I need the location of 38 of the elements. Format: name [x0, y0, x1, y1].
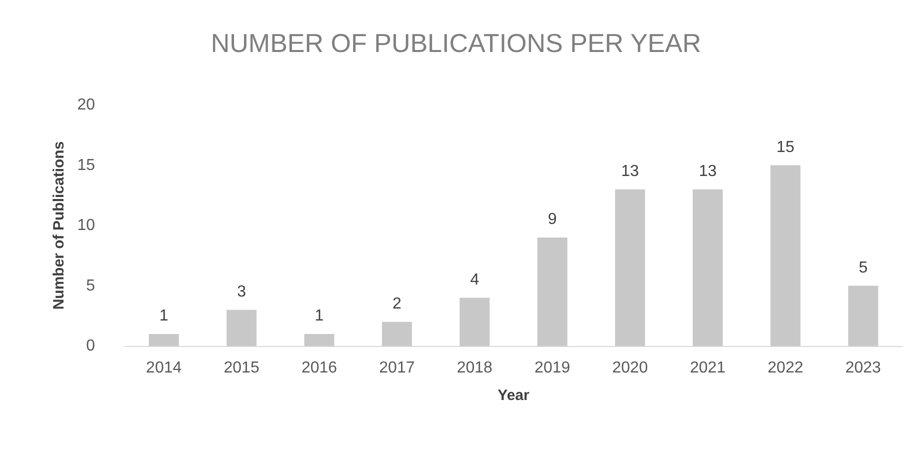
x-tick-label: 2023 — [845, 360, 882, 376]
y-axis-title: Number of Publications — [50, 141, 68, 310]
y-tick-label: 20 — [77, 96, 96, 114]
y-tick-label: 0 — [86, 338, 96, 354]
x-tick-label: 2014 — [146, 360, 182, 376]
bar — [460, 298, 490, 346]
bar — [148, 334, 179, 346]
x-tick-label: 2017 — [379, 360, 415, 376]
data-label: 2 — [392, 295, 402, 312]
x-tick-label: 2022 — [768, 360, 804, 376]
bar — [692, 189, 723, 346]
data-label: 3 — [237, 283, 246, 300]
bar — [615, 189, 646, 346]
x-tick-label: 2016 — [301, 360, 338, 376]
bar — [537, 238, 568, 346]
data-label: 4 — [470, 271, 480, 288]
x-tick-label: 2015 — [224, 360, 260, 376]
data-label: 13 — [698, 162, 717, 180]
data-label: 13 — [621, 162, 640, 180]
bar — [770, 165, 800, 346]
data-label: 9 — [548, 211, 557, 228]
bar — [304, 334, 334, 346]
y-tick-label: 15 — [77, 156, 96, 174]
x-tick-label: 2020 — [612, 360, 648, 376]
data-label: 1 — [314, 307, 324, 324]
x-tick-label: 2021 — [690, 360, 726, 376]
data-label: 5 — [858, 259, 868, 276]
bar — [226, 310, 257, 346]
x-tick-label: 2018 — [456, 360, 493, 376]
data-label: 1 — [159, 307, 168, 324]
x-axis-title: Year — [498, 387, 530, 404]
y-tick-label: 10 — [77, 217, 96, 234]
x-tick-label: 2019 — [534, 360, 570, 376]
chart-title: NUMBER OF PUBLICATIONS PER YEAR — [210, 28, 702, 58]
data-label: 15 — [776, 138, 794, 156]
bar — [382, 322, 412, 346]
y-tick-label: 5 — [86, 277, 96, 294]
bar — [848, 286, 878, 346]
